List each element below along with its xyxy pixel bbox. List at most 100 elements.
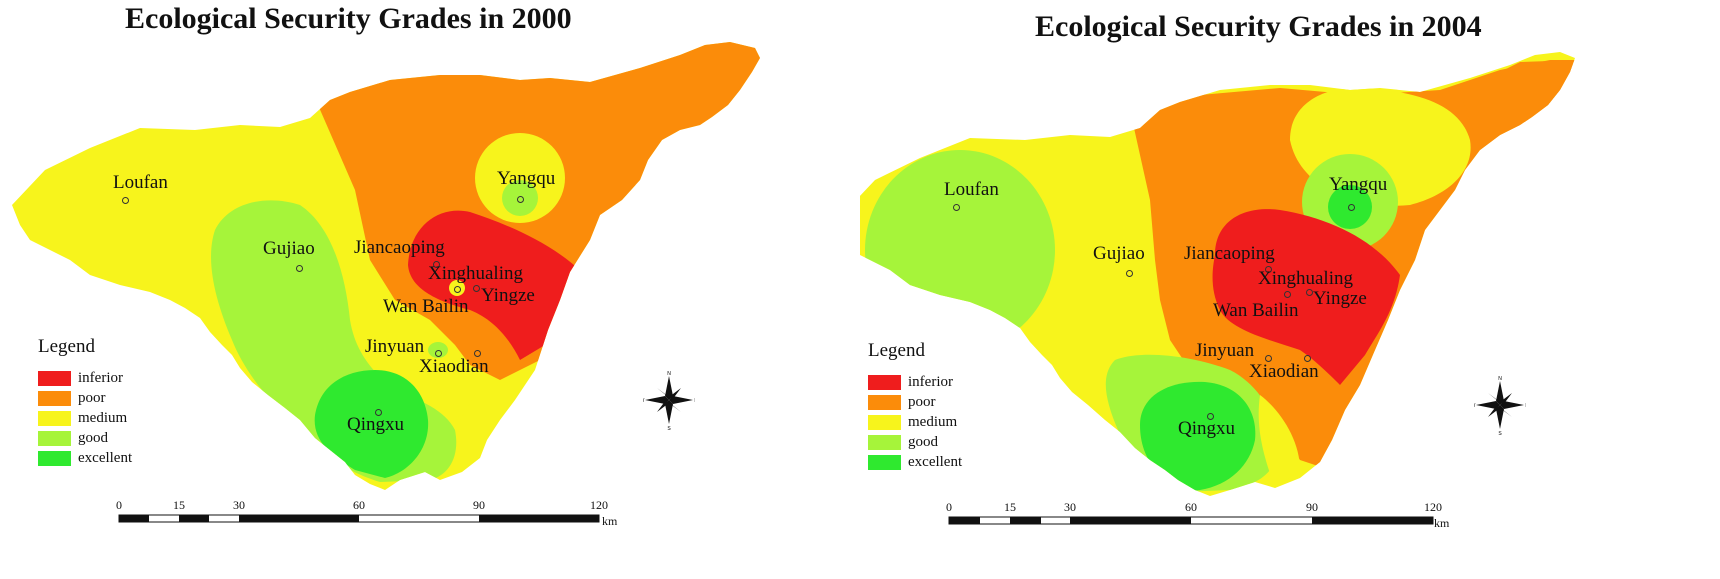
legend-item-poor: poor — [38, 389, 106, 407]
scale-tick: 120 — [590, 498, 608, 512]
map-canvas-2000 — [12, 42, 760, 490]
place-marker — [454, 286, 461, 293]
legend-item-good: good — [38, 429, 108, 447]
svg-text:E: E — [1525, 403, 1526, 409]
legend-swatch — [38, 410, 71, 426]
scale-tick: 90 — [1306, 500, 1318, 514]
place-marker — [1304, 355, 1311, 362]
legend-label: good — [78, 429, 108, 446]
place-label-jiancaoping: Jiancaoping — [1184, 243, 1275, 264]
legend-item-excellent: excellent — [38, 449, 132, 467]
place-marker — [433, 261, 440, 268]
scale-unit: km — [602, 514, 618, 528]
map-canvas-2004 — [860, 52, 1575, 496]
place-marker — [122, 197, 129, 204]
map-title: Ecological Security Grades in 2004 — [1035, 10, 1482, 43]
legend-swatch — [38, 430, 71, 446]
place-label-loufan: Loufan — [113, 172, 168, 193]
legend-label: inferior — [78, 369, 123, 386]
map-panel-2000: Ecological Security Grades in 2000 Loufa… — [12, 2, 760, 528]
place-label-yingze: Yingze — [481, 285, 535, 306]
place-label-wan-bailin: Wan Bailin — [383, 296, 469, 317]
place-marker — [1306, 289, 1313, 296]
place-marker — [1284, 291, 1291, 298]
scale-tick: 90 — [473, 498, 485, 512]
place-marker — [1265, 355, 1272, 362]
map-title: Ecological Security Grades in 2000 — [125, 2, 572, 35]
scale-tick: 0 — [116, 498, 122, 512]
legend-swatch — [868, 434, 901, 450]
place-marker — [1207, 413, 1214, 420]
svg-text:E: E — [694, 398, 695, 404]
legend-item-inferior: inferior — [38, 369, 123, 387]
scale-bar — [118, 514, 600, 523]
place-label-jinyuan: Jinyuan — [1195, 340, 1255, 361]
legend-label: excellent — [78, 449, 133, 466]
scale-tick: 60 — [353, 498, 365, 512]
svg-text:W: W — [643, 398, 645, 404]
compass-rose-icon: N S W E — [1474, 376, 1526, 435]
place-label-jinyuan: Jinyuan — [365, 336, 425, 357]
legend-item-medium: medium — [38, 409, 127, 427]
legend-item-excellent: excellent — [868, 453, 962, 471]
legend-swatch — [38, 390, 71, 406]
svg-text:N: N — [667, 371, 671, 377]
legend-label: excellent — [908, 453, 963, 470]
place-marker — [517, 196, 524, 203]
svg-text:W: W — [1474, 403, 1476, 409]
scale-tick: 15 — [1004, 500, 1016, 514]
legend-label: inferior — [908, 373, 953, 390]
scale-tick: 0 — [946, 500, 952, 514]
place-marker — [474, 350, 481, 357]
legend-swatch — [868, 414, 901, 430]
place-marker — [1348, 204, 1355, 211]
legend-label: poor — [78, 389, 106, 406]
legend-swatch — [38, 370, 71, 386]
legend-label: good — [908, 433, 938, 450]
legend-title: Legend — [868, 340, 925, 361]
scale-unit: km — [1434, 516, 1450, 530]
legend-swatch — [38, 450, 71, 466]
place-label-qingxu: Qingxu — [1178, 418, 1235, 439]
place-label-yangqu: Yangqu — [497, 168, 556, 189]
place-label-xinghualing: Xinghualing — [428, 263, 523, 284]
compass-rose-icon: N S W E — [643, 371, 695, 430]
place-marker — [435, 350, 442, 357]
map-panel-2004: Ecological Security Grades in 2004 Loufa… — [860, 0, 1720, 579]
svg-text:N: N — [1498, 376, 1502, 382]
place-label-gujiao: Gujiao — [263, 238, 315, 259]
place-label-qingxu: Qingxu — [347, 414, 404, 435]
legend-label: poor — [908, 393, 936, 410]
svg-text:S: S — [1498, 431, 1502, 435]
place-label-yingze: Yingze — [1313, 288, 1367, 309]
scale-tick: 120 — [1424, 500, 1442, 514]
legend-title: Legend — [38, 336, 95, 357]
place-label-loufan: Loufan — [944, 179, 999, 200]
scale-bar — [948, 516, 1434, 525]
scale-tick: 15 — [173, 498, 185, 512]
legend-item-good: good — [868, 433, 938, 451]
place-marker — [473, 285, 480, 292]
legend-swatch — [868, 374, 901, 390]
place-label-jiancaoping: Jiancaoping — [354, 237, 445, 258]
place-label-xiaodian: Xiaodian — [1249, 361, 1319, 382]
place-label-xiaodian: Xiaodian — [419, 356, 489, 377]
place-label-wan-bailin: Wan Bailin — [1213, 300, 1299, 321]
legend-item-medium: medium — [868, 413, 957, 431]
legend-label: medium — [78, 409, 128, 426]
place-marker — [296, 265, 303, 272]
place-marker — [953, 204, 960, 211]
legend-label: medium — [908, 413, 958, 430]
place-label-yangqu: Yangqu — [1329, 174, 1388, 195]
scale-tick: 60 — [1185, 500, 1197, 514]
place-label-xinghualing: Xinghualing — [1258, 268, 1353, 289]
legend-item-poor: poor — [868, 393, 936, 411]
place-marker — [1126, 270, 1133, 277]
scale-tick: 30 — [1064, 500, 1076, 514]
place-marker — [1265, 266, 1272, 273]
svg-text:S: S — [667, 426, 671, 430]
legend-item-inferior: inferior — [868, 373, 953, 391]
legend-swatch — [868, 394, 901, 410]
place-label-gujiao: Gujiao — [1093, 243, 1145, 264]
legend-swatch — [868, 454, 901, 470]
